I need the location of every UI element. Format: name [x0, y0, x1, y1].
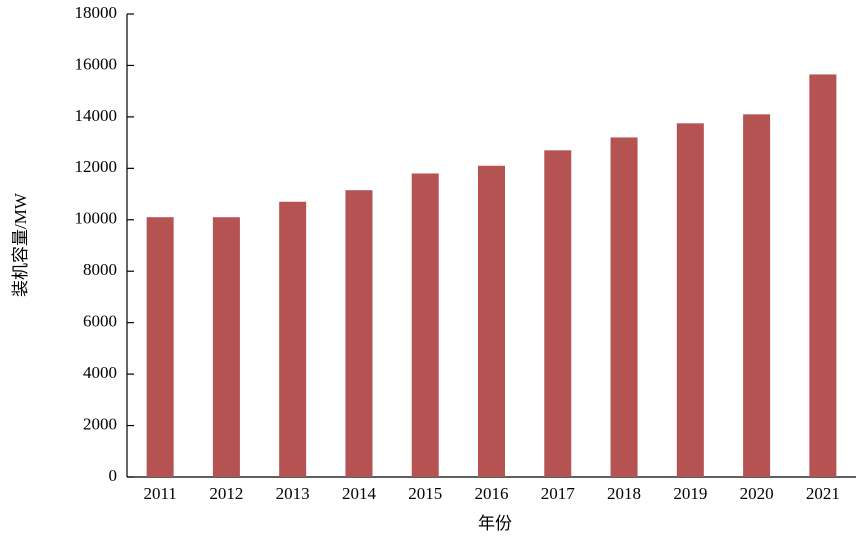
- bar: [212, 217, 240, 477]
- x-tick-label: 2014: [342, 484, 377, 503]
- y-tick-label: 2000: [83, 414, 117, 433]
- x-tick-label: 2019: [673, 484, 707, 503]
- y-axis-label: 装机容量/MW: [11, 192, 30, 297]
- bar: [809, 74, 837, 478]
- y-tick-label: 6000: [83, 312, 117, 331]
- bar: [676, 123, 704, 477]
- bar: [610, 137, 638, 477]
- x-tick-label: 2018: [607, 484, 641, 503]
- bar: [478, 165, 505, 477]
- x-axis-label: 年份: [478, 514, 512, 533]
- y-tick-label: 10000: [75, 209, 118, 228]
- bar: [345, 190, 373, 478]
- y-tick-label: 16000: [75, 54, 118, 73]
- x-tick-label: 2012: [209, 484, 243, 503]
- bar: [279, 201, 307, 477]
- y-tick-label: 8000: [83, 260, 117, 279]
- y-tick-label: 18000: [75, 3, 118, 22]
- bar: [411, 173, 439, 477]
- x-tick-label: 2015: [408, 484, 442, 503]
- x-tick-label: 2013: [276, 484, 310, 503]
- y-tick-label: 4000: [83, 363, 117, 382]
- x-tick-label: 2017: [541, 484, 576, 503]
- x-tick-label: 2011: [143, 484, 176, 503]
- bar: [743, 114, 771, 478]
- y-tick-label: 12000: [75, 157, 118, 176]
- bar: [146, 217, 174, 477]
- bar: [544, 150, 572, 478]
- x-tick-label: 2020: [740, 484, 774, 503]
- y-tick-label: 14000: [75, 106, 118, 125]
- x-tick-label: 2021: [806, 484, 840, 503]
- x-tick-label: 2016: [475, 484, 509, 503]
- y-tick-label: 0: [109, 466, 118, 485]
